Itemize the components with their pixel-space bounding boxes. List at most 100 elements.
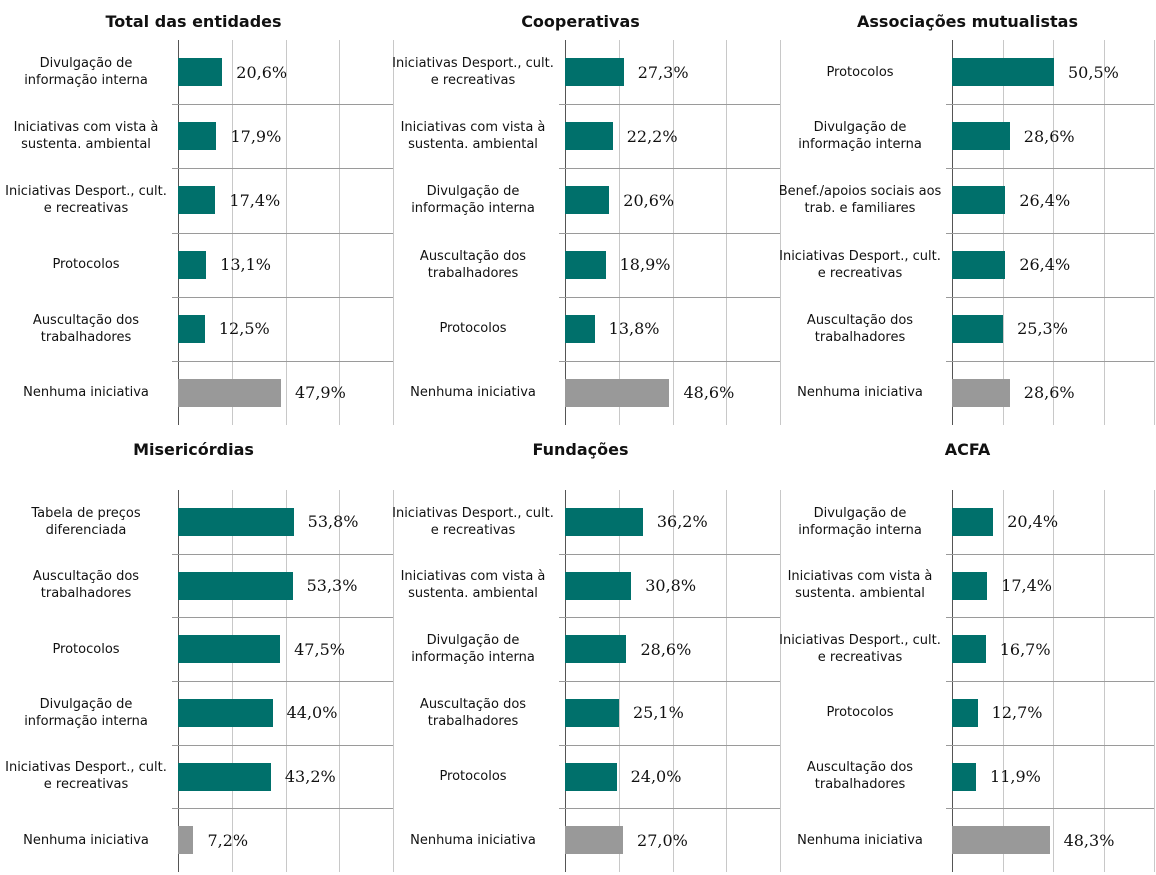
category-label: Nenhuma iniciativa	[23, 832, 149, 848]
bar	[952, 826, 1050, 855]
value-label: 17,4%	[229, 190, 281, 210]
category-label: Protocolos	[439, 768, 507, 784]
category-label: Auscultação dos trabalhadores	[806, 760, 914, 793]
bar	[178, 250, 207, 279]
value-label: 25,3%	[1017, 319, 1068, 339]
row-separator	[559, 296, 780, 298]
value-label: 13,8%	[608, 319, 660, 339]
value-label: 44,0%	[286, 703, 338, 723]
category-label: Divulgação de informação interna	[411, 633, 535, 666]
row-separator	[172, 168, 393, 170]
row-separator	[172, 232, 393, 234]
bar	[952, 186, 1006, 215]
bar	[565, 314, 595, 343]
category-label: Iniciativas com vista à sustenta. ambien…	[13, 120, 159, 153]
bar	[565, 507, 643, 536]
bar	[952, 378, 1010, 407]
row-separator	[946, 104, 1154, 106]
category-label: Protocolos	[439, 321, 507, 337]
bar	[952, 250, 1006, 279]
value-label: 53,3%	[306, 576, 358, 595]
category-label: Auscultação dos trabalhadores	[419, 248, 527, 281]
bar	[178, 186, 216, 215]
bar	[178, 826, 194, 855]
bar	[565, 186, 610, 215]
category-label: Benef./apoios sociais aos trab. e famili…	[778, 184, 942, 217]
bar	[952, 762, 977, 791]
grid-line	[780, 490, 781, 872]
bar	[178, 698, 273, 727]
bar	[565, 58, 624, 87]
category-label: Iniciativas com vista à sustenta. ambien…	[787, 569, 933, 602]
chart-title: Associações mutualistas	[857, 12, 1078, 31]
bar	[565, 635, 627, 664]
category-label: Divulgação de informação interna	[798, 505, 922, 538]
bar	[952, 507, 994, 536]
row-separator	[946, 744, 1154, 746]
category-label: Nenhuma iniciativa	[797, 832, 923, 848]
bar	[178, 507, 294, 536]
grid-line	[393, 490, 394, 872]
category-label: Divulgação de informação interna	[411, 184, 535, 217]
category-label: Iniciativas com vista à sustenta. ambien…	[400, 120, 546, 153]
category-label: Iniciativas Desport., cult. e recreativa…	[392, 505, 554, 538]
value-label: 12,5%	[218, 319, 270, 339]
row-separator	[946, 553, 1154, 555]
category-label: Auscultação dos trabalhadores	[419, 696, 527, 729]
value-label: 16,7%	[999, 639, 1051, 659]
value-label: 20,6%	[623, 190, 675, 210]
bar	[565, 762, 617, 791]
row-separator	[559, 808, 780, 810]
value-label: 36,2%	[656, 512, 708, 532]
row-separator	[172, 360, 393, 362]
value-label: 27,3%	[637, 62, 689, 82]
grid-line	[393, 40, 394, 425]
category-label: Iniciativas Desport., cult. e recreativa…	[779, 248, 941, 281]
value-label: 30,8%	[645, 576, 697, 595]
row-separator	[946, 360, 1154, 362]
value-label: 11,9%	[990, 767, 1041, 786]
row-separator	[172, 681, 393, 682]
value-label: 28,6%	[640, 639, 692, 659]
row-separator	[559, 744, 780, 746]
row-separator	[946, 168, 1154, 170]
value-label: 25,1%	[632, 703, 684, 723]
value-label: 48,6%	[683, 383, 735, 403]
category-label: Iniciativas Desport., cult. e recreativa…	[5, 760, 167, 793]
row-separator	[172, 104, 393, 106]
row-separator	[559, 104, 780, 106]
category-label: Nenhuma iniciativa	[410, 385, 536, 401]
row-separator	[559, 681, 780, 682]
bar	[178, 635, 281, 664]
value-label: 47,5%	[294, 639, 345, 659]
row-separator	[172, 553, 393, 555]
value-label: 50,5%	[1068, 62, 1119, 82]
row-separator	[946, 617, 1154, 619]
category-label: Protocolos	[52, 641, 120, 657]
bar	[178, 314, 205, 343]
category-label: Protocolos	[52, 257, 120, 273]
bar	[565, 698, 619, 727]
category-label: Tabela de preços diferenciada	[31, 505, 141, 538]
value-label: 48,3%	[1063, 830, 1115, 850]
bar	[952, 314, 1004, 343]
value-label: 20,4%	[1007, 512, 1059, 532]
bar	[952, 698, 978, 727]
category-label: Iniciativas com vista à sustenta. ambien…	[400, 569, 546, 602]
bar	[952, 635, 986, 664]
category-label: Nenhuma iniciativa	[410, 832, 536, 848]
chart-title: ACFA	[944, 440, 991, 459]
category-label: Auscultação dos trabalhadores	[32, 569, 140, 602]
category-label: Auscultação dos trabalhadores	[806, 312, 914, 345]
row-separator	[172, 296, 393, 298]
category-label: Iniciativas Desport., cult. e recreativa…	[392, 56, 554, 89]
bar	[178, 571, 293, 600]
value-label: 27,0%	[637, 830, 688, 850]
bar	[952, 571, 988, 600]
row-separator	[946, 296, 1154, 298]
bar	[565, 378, 670, 407]
value-label: 47,9%	[294, 383, 346, 403]
bar	[178, 378, 281, 407]
category-label: Iniciativas Desport., cult. e recreativa…	[5, 184, 167, 217]
